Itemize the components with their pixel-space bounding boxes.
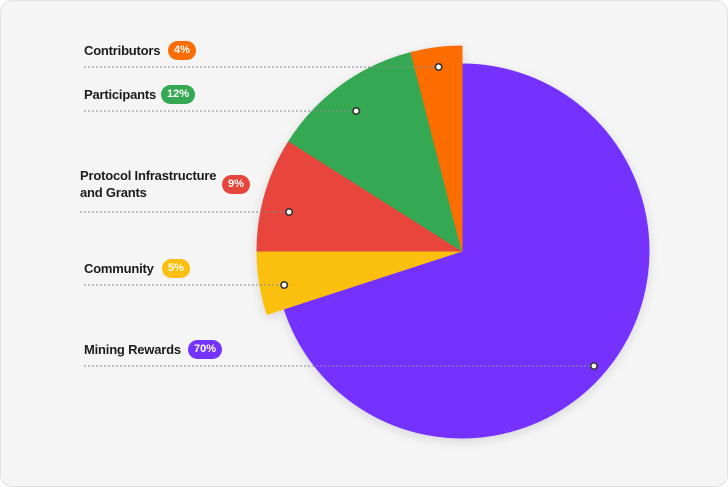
pie-slice-protocol-infrastructure-and-grants <box>256 140 463 252</box>
leader-dot-protocol-infrastructure-and-grants <box>285 208 294 217</box>
legend-label-protocol-line1: Protocol Infrastructure <box>80 168 217 183</box>
legend-label-mining-rewards: Mining Rewards <box>84 342 181 357</box>
legend-label-protocol-line2: and Grants <box>80 185 147 200</box>
leader-dot-contributors <box>434 62 443 71</box>
pie-slice-contributors <box>410 45 463 252</box>
legend-badge-community: 5% <box>162 259 190 278</box>
legend-label-community: Community <box>84 261 154 276</box>
pie-slice-mining-rewards <box>283 63 650 439</box>
legend-badge-participants: 12% <box>161 85 196 104</box>
legend-label-participants: Participants <box>84 87 157 102</box>
legend-badge-mining-rewards: 70% <box>188 340 223 359</box>
pie-slice-participants <box>288 51 463 252</box>
legend-label-contributors: Contributors <box>84 43 161 58</box>
leader-dot-participants <box>352 107 361 116</box>
leader-dot-community <box>280 280 289 289</box>
legend-badge-contributors: 4% <box>168 41 196 60</box>
legend-badge-protocol: 9% <box>222 175 250 194</box>
leader-dot-mining-rewards <box>589 361 598 370</box>
